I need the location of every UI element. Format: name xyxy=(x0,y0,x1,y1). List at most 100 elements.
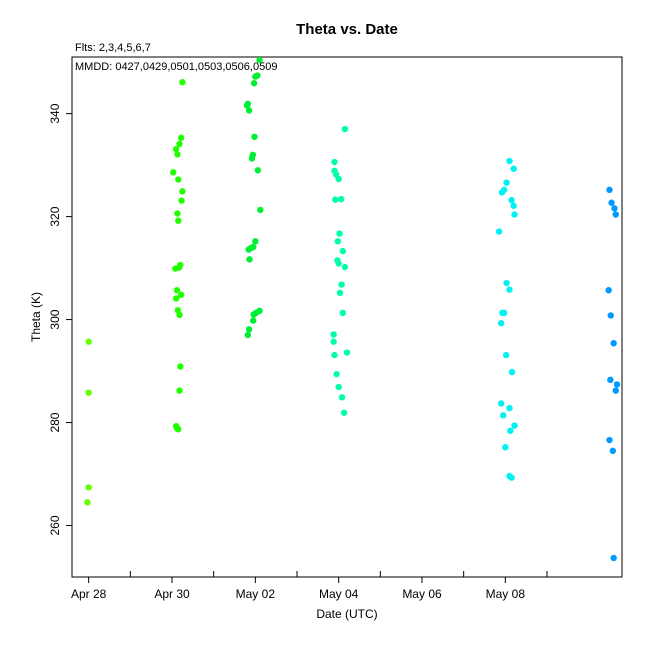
data-point-flt4-15 xyxy=(247,244,255,252)
data-point-flt5-14 xyxy=(336,289,344,297)
data-point-flt6-6 xyxy=(510,202,517,209)
y-tick-label-260: 260 xyxy=(48,515,62,535)
mmdd-annotation: MMDD: 0427,0429,0501,0503,0506,0509 xyxy=(75,61,277,73)
data-point-flt7-12 xyxy=(610,554,617,562)
axis-ticks: 260 280 300 320 340 Apr 28 Apr 30 May 02 May 04 M… xyxy=(48,103,548,601)
y-axis-label: Theta (K) xyxy=(29,292,43,342)
data-point-flt4-9 xyxy=(248,155,256,162)
data-point-flt5-5 xyxy=(337,195,345,203)
data-point-flt4-10 xyxy=(254,167,262,174)
data-point-flt6-13 xyxy=(497,319,505,327)
data-point-flt3-7 xyxy=(179,188,186,195)
y-tick-label-300: 300 xyxy=(48,309,62,329)
data-point-flt5-19 xyxy=(331,351,338,359)
x-tick-label-0: Apr 28 xyxy=(71,587,107,601)
data-point-flt7-6 xyxy=(610,340,617,347)
x-tick-label-3: May 04 xyxy=(319,587,359,601)
data-point-flt3-20 xyxy=(176,387,183,394)
data-point-flt5-7 xyxy=(336,230,343,237)
data-point-flt4-3 xyxy=(250,80,258,87)
data-point-flt3-16 xyxy=(172,295,180,302)
x-tick-label-4: May 06 xyxy=(402,587,442,601)
data-point-flt5-12 xyxy=(341,263,349,271)
data-point-flt6-18 xyxy=(500,412,507,419)
data-point-flt5-16 xyxy=(330,331,337,338)
data-point-flt4-22 xyxy=(244,331,252,339)
data-point-flt4-12 xyxy=(252,238,259,245)
data-point-flt4-6 xyxy=(245,107,253,114)
x-tick-label-2: May 02 xyxy=(236,587,276,601)
data-point-flt6-8 xyxy=(495,228,503,235)
data-point-flt7-1 xyxy=(608,199,615,206)
x-axis-label: Date (UTC) xyxy=(316,607,377,621)
x-tick-label-5: May 08 xyxy=(486,587,526,601)
data-point-flt6-17 xyxy=(506,404,513,412)
data-point-flt2-2 xyxy=(85,484,92,491)
data-point-flt7-2 xyxy=(611,205,618,212)
data-point-flt7-8 xyxy=(607,376,614,384)
data-point-flt3-5 xyxy=(170,169,177,176)
data-point-flt6-20 xyxy=(507,427,514,434)
data-point-flt6-0 xyxy=(506,157,513,165)
data-point-flt3-13 xyxy=(172,265,179,272)
data-point-flt3-4 xyxy=(174,151,181,158)
data-point-flt3-1 xyxy=(177,134,185,142)
x-tick-label-1: Apr 30 xyxy=(154,587,190,601)
data-point-flt5-6 xyxy=(332,196,339,203)
data-point-flt5-23 xyxy=(340,409,348,416)
data-point-flt5-20 xyxy=(333,370,340,378)
data-point-flt3-14 xyxy=(173,287,181,294)
data-point-flt6-15 xyxy=(508,368,516,376)
data-point-flt6-14 xyxy=(502,351,510,359)
data-point-flt3-18 xyxy=(176,311,183,319)
data-point-flt7-7 xyxy=(613,381,621,388)
data-point-flt3-19 xyxy=(177,363,184,370)
data-point-flt3-15 xyxy=(177,291,185,299)
data-point-flt6-5 xyxy=(508,196,515,204)
data-point-flt3-23 xyxy=(175,426,182,433)
data-point-flt3-10 xyxy=(175,217,182,224)
data-point-flt5-15 xyxy=(339,309,347,317)
data-point-flt3-3 xyxy=(172,145,180,153)
data-point-flt6-9 xyxy=(503,279,510,287)
data-point-flt6-16 xyxy=(497,400,505,407)
data-point-flt7-3 xyxy=(612,211,619,218)
data-point-flt5-18 xyxy=(343,349,351,356)
data-point-flt4-2 xyxy=(252,73,259,80)
y-tick-label-340: 340 xyxy=(48,103,62,123)
data-point-flt5-9 xyxy=(339,247,347,255)
data-point-flt2-1 xyxy=(85,389,92,396)
data-point-flt6-10 xyxy=(506,286,513,293)
data-point-flt3-8 xyxy=(178,197,185,204)
data-point-flt4-20 xyxy=(250,317,257,324)
data-point-flt4-11 xyxy=(257,206,264,214)
data-point-flt7-9 xyxy=(612,387,619,394)
plot-frame xyxy=(71,56,623,578)
data-point-flt2-3 xyxy=(84,499,91,506)
data-point-flt6-1 xyxy=(510,165,517,172)
chart-title: Theta vs. Date xyxy=(296,21,398,38)
data-point-flt7-5 xyxy=(607,312,614,319)
data-point-flt6-12 xyxy=(500,309,508,317)
data-point-flt2-0 xyxy=(85,338,92,345)
data-point-flt5-17 xyxy=(330,338,337,345)
data-point-flt5-21 xyxy=(335,383,342,391)
data-point-flt5-8 xyxy=(334,238,342,245)
data-point-flt7-10 xyxy=(606,436,613,444)
data-point-flt4-21 xyxy=(245,326,253,333)
data-point-flt4-7 xyxy=(251,133,258,141)
data-point-flt7-4 xyxy=(605,287,612,294)
y-tick-label-320: 320 xyxy=(48,206,62,226)
data-point-flt4-0 xyxy=(256,56,263,64)
data-point-flt4-16 xyxy=(246,256,253,263)
flights-annotation: Flts: 2,3,4,5,6,7 xyxy=(75,42,151,54)
data-point-flt6-2 xyxy=(503,179,510,186)
data-point-flt3-2 xyxy=(176,140,183,148)
data-point-flt5-11 xyxy=(335,260,342,267)
data-point-flt6-4 xyxy=(498,189,506,196)
data-point-flt5-13 xyxy=(338,281,345,288)
data-point-flt6-7 xyxy=(511,211,518,218)
data-point-flt5-4 xyxy=(335,175,342,183)
